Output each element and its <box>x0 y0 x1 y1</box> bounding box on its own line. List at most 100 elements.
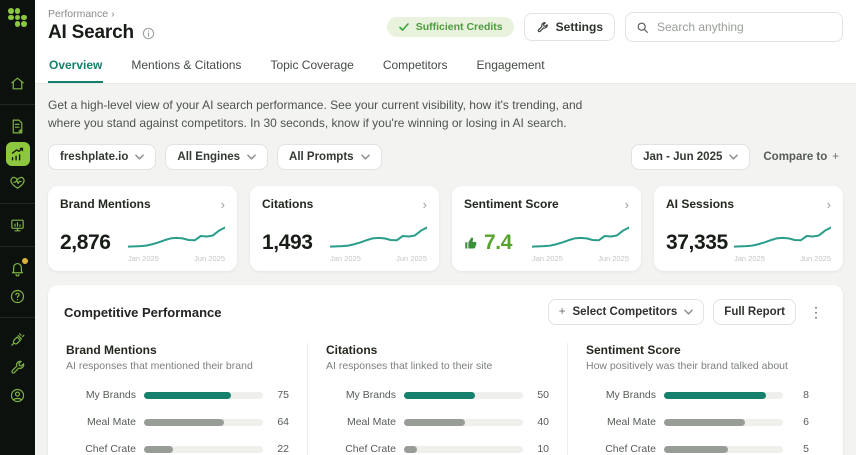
tab-competitors[interactable]: Competitors <box>382 54 449 83</box>
compare-to-button[interactable]: Compare to + <box>759 145 843 169</box>
date-range-dropdown[interactable]: Jan - Jun 2025 <box>631 144 750 170</box>
bar-label: Chef Crate <box>326 443 396 455</box>
info-icon[interactable] <box>142 27 155 40</box>
column-subtitle: AI responses that linked to their site <box>326 360 549 372</box>
thumbs-up-icon <box>464 236 479 251</box>
check-icon <box>398 21 410 33</box>
user-circle-icon <box>9 387 26 404</box>
column-brand-mentions: Brand Mentions AI responses that mention… <box>64 343 307 455</box>
bar-track <box>144 392 263 399</box>
breadcrumb-chevron-icon: › <box>111 8 115 20</box>
bar-value: 6 <box>791 416 809 428</box>
app-logo[interactable] <box>8 8 27 27</box>
metric-value: 1,493 <box>262 231 313 263</box>
notification-dot <box>22 258 28 264</box>
compare-to-label: Compare to <box>763 151 827 163</box>
sparkline-chart: Jan 2025 Jun 2025 <box>128 220 225 263</box>
sidebar-item-monitor-report[interactable] <box>6 213 30 237</box>
search-icon <box>636 21 649 34</box>
column-sentiment-score: Sentiment Score How positively was their… <box>567 343 827 455</box>
chevron-right-icon[interactable]: › <box>827 198 831 211</box>
bar-fill <box>664 419 745 426</box>
kebab-menu-icon[interactable]: ⋮ <box>805 302 827 323</box>
bar-value: 5 <box>791 443 809 455</box>
help-icon <box>9 288 26 305</box>
bar-row: My Brands 50 <box>326 389 549 401</box>
bar-value: 8 <box>791 389 809 401</box>
tab-mentions-citations[interactable]: Mentions & Citations <box>130 54 242 83</box>
sparkline-chart: Jan 2025 Jun 2025 <box>532 220 629 263</box>
sidebar-item-home[interactable] <box>6 71 30 95</box>
sidebar-item-tools[interactable] <box>6 355 30 379</box>
plus-icon: + <box>832 151 839 163</box>
date-range-label: Jan - Jun 2025 <box>643 151 722 163</box>
metric-card-ai-sessions[interactable]: AI Sessions › 37,335 Jan 2025 Jun 2025 <box>654 186 843 271</box>
tab-topic-coverage[interactable]: Topic Coverage <box>269 54 354 83</box>
prompts-filter-dropdown[interactable]: All Prompts <box>277 144 382 170</box>
tab-overview[interactable]: Overview <box>48 54 103 83</box>
bar-track <box>404 446 523 453</box>
metric-cards-row: Brand Mentions › 2,876 Jan 2025 Jun 2025 <box>48 186 843 271</box>
column-citations: Citations AI responses that linked to th… <box>307 343 567 455</box>
bar-value: 10 <box>531 443 549 455</box>
competitive-performance-card: Competitive Performance + Select Competi… <box>48 285 843 455</box>
column-subtitle: How positively was their brand talked ab… <box>586 360 809 372</box>
competitive-title: Competitive Performance <box>64 305 222 320</box>
full-report-button[interactable]: Full Report <box>713 299 796 325</box>
column-title: Brand Mentions <box>66 343 289 357</box>
bar-label: My Brands <box>586 389 656 401</box>
credits-badge: Sufficient Credits <box>387 17 514 37</box>
bar-row: Meal Mate 6 <box>586 416 809 428</box>
bar-value: 22 <box>271 443 289 455</box>
select-competitors-label: Select Competitors <box>572 306 677 318</box>
select-competitors-button[interactable]: + Select Competitors <box>548 299 705 325</box>
bar-label: Chef Crate <box>66 443 136 455</box>
tab-engagement[interactable]: Engagement <box>476 54 546 83</box>
main-area: Performance › AI Search <box>35 0 856 455</box>
sidebar-item-health[interactable] <box>6 170 30 194</box>
chevron-down-icon <box>361 154 370 160</box>
metric-card-title: Sentiment Score <box>464 197 559 211</box>
trending-chart-icon <box>9 146 26 163</box>
sidebar-item-help[interactable] <box>6 284 30 308</box>
metric-card-citations[interactable]: Citations › 1,493 Jan 2025 Jun 2025 <box>250 186 439 271</box>
settings-button[interactable]: Settings <box>524 13 615 41</box>
bar-track <box>404 392 523 399</box>
search-input[interactable] <box>657 20 832 34</box>
spark-start-label: Jan 2025 <box>532 254 563 263</box>
sidebar-item-performance[interactable] <box>6 142 30 166</box>
sidebar-item-notifications[interactable] <box>6 256 30 280</box>
sidebar-item-account[interactable] <box>6 383 30 407</box>
sparkline-chart: Jan 2025 Jun 2025 <box>734 220 831 263</box>
metric-card-brand-mentions[interactable]: Brand Mentions › 2,876 Jan 2025 Jun 2025 <box>48 186 237 271</box>
sidebar-item-compose-doc[interactable] <box>6 114 30 138</box>
bar-label: My Brands <box>66 389 136 401</box>
bar-fill <box>404 419 465 426</box>
plus-icon: + <box>559 306 566 318</box>
intro-text: Get a high-level view of your AI search … <box>48 96 593 132</box>
full-report-label: Full Report <box>724 306 785 318</box>
bar-row: My Brands 8 <box>586 389 809 401</box>
spark-start-label: Jan 2025 <box>128 254 159 263</box>
bar-track <box>664 419 783 426</box>
bar-row: Chef Crate 5 <box>586 443 809 455</box>
metric-card-sentiment-score[interactable]: Sentiment Score › 7.4 <box>452 186 641 271</box>
plug-icon <box>9 331 26 348</box>
home-icon <box>9 75 26 92</box>
global-search[interactable] <box>625 12 843 42</box>
sentiment-score-value: 7.4 <box>484 231 512 255</box>
engines-filter-dropdown[interactable]: All Engines <box>165 144 268 170</box>
chevron-right-icon[interactable]: › <box>423 198 427 211</box>
breadcrumb-label: Performance <box>48 8 108 20</box>
bar-fill <box>664 446 728 453</box>
sidebar-item-integrations[interactable] <box>6 327 30 351</box>
chevron-right-icon[interactable]: › <box>625 198 629 211</box>
bar-track <box>664 446 783 453</box>
domain-filter-dropdown[interactable]: freshplate.io <box>48 144 156 170</box>
bar-fill <box>664 392 766 399</box>
column-title: Sentiment Score <box>586 343 809 357</box>
monitor-chart-icon <box>9 217 26 234</box>
chevron-right-icon[interactable]: › <box>221 198 225 211</box>
breadcrumb[interactable]: Performance › <box>48 8 155 20</box>
bar-value: 50 <box>531 389 549 401</box>
